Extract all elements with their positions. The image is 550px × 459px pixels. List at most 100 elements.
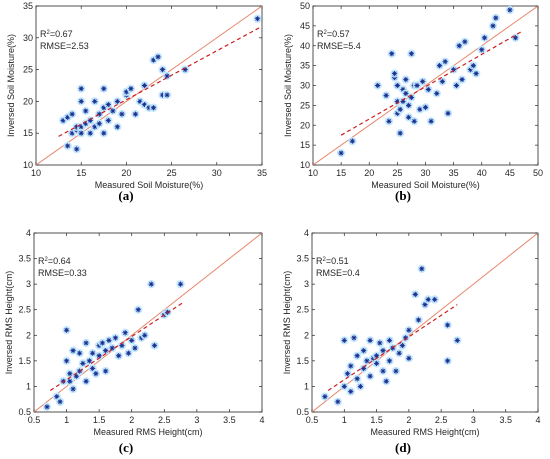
scatter-point bbox=[382, 377, 391, 386]
one-to-one-line bbox=[36, 6, 262, 165]
scatter-point bbox=[346, 361, 355, 371]
r-squared-label: R2=0.57 bbox=[317, 29, 350, 39]
fit-line bbox=[49, 301, 185, 392]
scatter-point bbox=[117, 341, 127, 350]
y-tick-label: 15 bbox=[300, 140, 310, 150]
scatter-point bbox=[438, 77, 447, 86]
x-axis-label: Measured Soil Moisture(%) bbox=[371, 180, 480, 190]
x-axis-label: Measured RMS Height(cm) bbox=[93, 427, 202, 437]
scatter-point bbox=[62, 325, 71, 335]
scatter-point bbox=[349, 333, 359, 343]
scatter-point bbox=[81, 338, 91, 348]
scatter-point bbox=[404, 325, 414, 335]
x-tick-label: 45 bbox=[505, 168, 515, 178]
scatter-point bbox=[140, 331, 149, 340]
scatter-point bbox=[391, 366, 401, 376]
scatter-point bbox=[104, 336, 114, 345]
scatter-point bbox=[77, 84, 86, 93]
y-axis-label: Inversed Soil Moisture(%) bbox=[6, 34, 16, 137]
scatter-point bbox=[99, 84, 109, 93]
scatter-point bbox=[124, 348, 133, 358]
scatter-point bbox=[421, 103, 430, 112]
scatter-point bbox=[153, 52, 163, 62]
scatter-point bbox=[488, 21, 498, 31]
x-tick-label: 0.5 bbox=[306, 415, 319, 425]
y-tick-label: 2 bbox=[304, 330, 309, 340]
scatter-point bbox=[85, 356, 94, 366]
y-tick-label: 2.5 bbox=[18, 305, 31, 315]
x-tick-label: 40 bbox=[477, 168, 487, 178]
y-tick-label: 15 bbox=[23, 128, 33, 138]
x-tick-label: 3.5 bbox=[223, 415, 236, 425]
scatter-point bbox=[107, 343, 117, 353]
y-tick-label: 50 bbox=[300, 1, 310, 11]
scatter-point bbox=[343, 369, 352, 378]
x-tick-label: 2 bbox=[406, 415, 411, 425]
x-tick-label: 25 bbox=[167, 168, 177, 178]
scatter-point bbox=[253, 14, 262, 23]
y-tick-label: 35 bbox=[300, 61, 310, 71]
scatter-point bbox=[511, 33, 520, 42]
scatter-point bbox=[373, 81, 382, 90]
scatter-point bbox=[404, 101, 413, 110]
fit-line bbox=[327, 304, 458, 392]
scatter-point bbox=[162, 71, 172, 81]
y-tick-label: 10 bbox=[23, 160, 33, 170]
scatter-point bbox=[356, 382, 365, 391]
scatter-point bbox=[424, 295, 433, 304]
scatter-point bbox=[457, 75, 467, 84]
scatter-point bbox=[348, 136, 357, 146]
y-tick-label: 0.5 bbox=[18, 407, 31, 417]
scatter-point bbox=[443, 109, 453, 118]
scatter-point bbox=[114, 351, 123, 360]
scatter-point bbox=[346, 387, 355, 396]
y-tick-label: 2 bbox=[26, 330, 31, 340]
scatter-point bbox=[113, 122, 122, 132]
scatter-point bbox=[414, 315, 423, 325]
x-tick-label: 35 bbox=[449, 168, 459, 178]
scatter-point bbox=[407, 93, 416, 102]
y-tick-label: 3 bbox=[304, 279, 309, 289]
x-tick-label: 20 bbox=[121, 168, 131, 178]
y-tick-label: 20 bbox=[23, 96, 33, 106]
y-axis-label: Inversed RMS Height(cm) bbox=[282, 271, 292, 375]
scatter-point bbox=[117, 109, 127, 119]
r-squared-label: R2=0.67 bbox=[40, 29, 73, 39]
scatter-point bbox=[410, 117, 419, 126]
scatter-point bbox=[401, 75, 411, 84]
x-tick-label: 2 bbox=[129, 415, 134, 425]
y-tick-label: 0.5 bbox=[296, 407, 309, 417]
panel-label: (d) bbox=[395, 440, 411, 455]
x-tick-label: 1 bbox=[64, 415, 69, 425]
x-tick-label: 1.5 bbox=[93, 415, 106, 425]
x-tick-label: 3.5 bbox=[499, 415, 512, 425]
scatter-point bbox=[150, 341, 159, 350]
scatter-point bbox=[180, 65, 190, 74]
scatter-point bbox=[453, 336, 462, 345]
scatter-point bbox=[365, 372, 375, 381]
scatter-point bbox=[162, 90, 172, 100]
scatter-point bbox=[432, 89, 441, 98]
y-axis-label: Inversed RMS Height(cm) bbox=[4, 271, 14, 375]
y-tick-label: 3.5 bbox=[296, 254, 309, 264]
scatter-point bbox=[101, 346, 110, 355]
scatter-point bbox=[99, 129, 109, 138]
scatter-point bbox=[77, 129, 86, 138]
scatter-point bbox=[469, 61, 478, 70]
scatter-point bbox=[88, 348, 97, 358]
scatter-point bbox=[353, 374, 362, 383]
scatter-point bbox=[372, 359, 381, 368]
scatter-point bbox=[86, 129, 95, 138]
scatter-point bbox=[127, 336, 136, 345]
scatter-point bbox=[90, 97, 99, 106]
y-tick-label: 1 bbox=[304, 381, 309, 391]
scatter-point bbox=[480, 33, 489, 42]
panel-label: (a) bbox=[118, 188, 133, 203]
scatter-point bbox=[387, 49, 396, 58]
y-tick-label: 1.5 bbox=[18, 356, 31, 366]
scatter-point bbox=[398, 341, 407, 350]
scatter-point bbox=[72, 144, 81, 154]
scatter-point bbox=[372, 351, 381, 360]
scatter-point bbox=[67, 109, 77, 119]
x-tick-label: 30 bbox=[212, 168, 222, 178]
